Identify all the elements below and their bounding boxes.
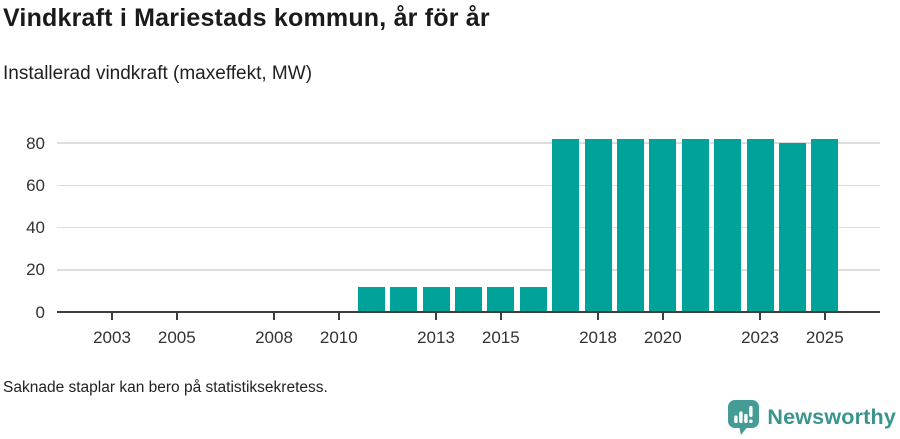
x-axis-line [57, 311, 880, 314]
bar-2018 [584, 138, 612, 312]
bar-2017 [552, 138, 580, 312]
gridline-y-60 [57, 184, 880, 186]
x-tick-2010 [337, 313, 340, 320]
bar-2019 [616, 138, 644, 312]
y-tick-label: 0 [35, 302, 45, 322]
bar-2015 [487, 286, 515, 312]
x-tick-label: 2015 [481, 328, 520, 347]
x-tick-2003 [111, 313, 113, 320]
bar-2021 [681, 138, 709, 312]
x-tick-label: 2010 [319, 328, 358, 347]
gridline-y-80 [57, 142, 880, 144]
x-tick-label: 2003 [93, 328, 131, 347]
bar-2025 [811, 138, 839, 312]
x-tick-2025 [823, 313, 826, 320]
bar-2011 [357, 286, 385, 312]
x-tick-label: 2005 [157, 328, 196, 347]
y-tick-label: 60 [26, 175, 45, 195]
y-tick-label: 80 [26, 133, 45, 153]
x-tick-label: 2025 [805, 328, 844, 347]
newsworthy-logo[interactable]: Newsworthy [728, 400, 896, 435]
x-tick-2005 [175, 313, 178, 320]
chart-subtitle: Installerad vindkraft (maxeffekt, MW) [3, 63, 313, 84]
x-tick-label: 2013 [417, 328, 455, 347]
newsworthy-logo-icon [728, 400, 760, 435]
newsworthy-wordmark: Newsworthy [767, 405, 896, 429]
y-tick-label: 40 [26, 218, 45, 237]
x-tick-label: 2023 [741, 328, 779, 347]
bar-2012 [390, 286, 418, 312]
bar-2014 [454, 286, 482, 312]
footnote: Saknade staplar kan bero på statistiksek… [3, 379, 328, 396]
gridline-y-40 [57, 226, 880, 229]
bar-2022 [714, 138, 742, 312]
x-tick-2008 [273, 313, 275, 320]
bar-2013 [422, 286, 450, 312]
x-tick-2023 [759, 313, 761, 320]
chart-title: Vindkraft i Mariestads kommun, år för år [3, 4, 490, 32]
x-tick-2015 [499, 313, 502, 320]
bar-2024 [778, 143, 806, 312]
bar-2020 [649, 138, 677, 312]
bar-2016 [519, 286, 547, 312]
x-tick-label: 2008 [255, 328, 293, 347]
x-tick-2020 [661, 313, 664, 320]
x-tick-2018 [597, 313, 599, 320]
x-tick-2013 [435, 313, 437, 320]
x-tick-label: 2018 [579, 328, 617, 347]
gridline-y-20 [57, 269, 880, 271]
bar-2023 [746, 138, 774, 312]
x-tick-label: 2020 [643, 328, 682, 347]
y-tick-label: 20 [26, 260, 45, 280]
bar-chart: 0 20 40 60 80 2003 2005 2008 2010 2013 2015 2018 202… [26, 133, 880, 347]
